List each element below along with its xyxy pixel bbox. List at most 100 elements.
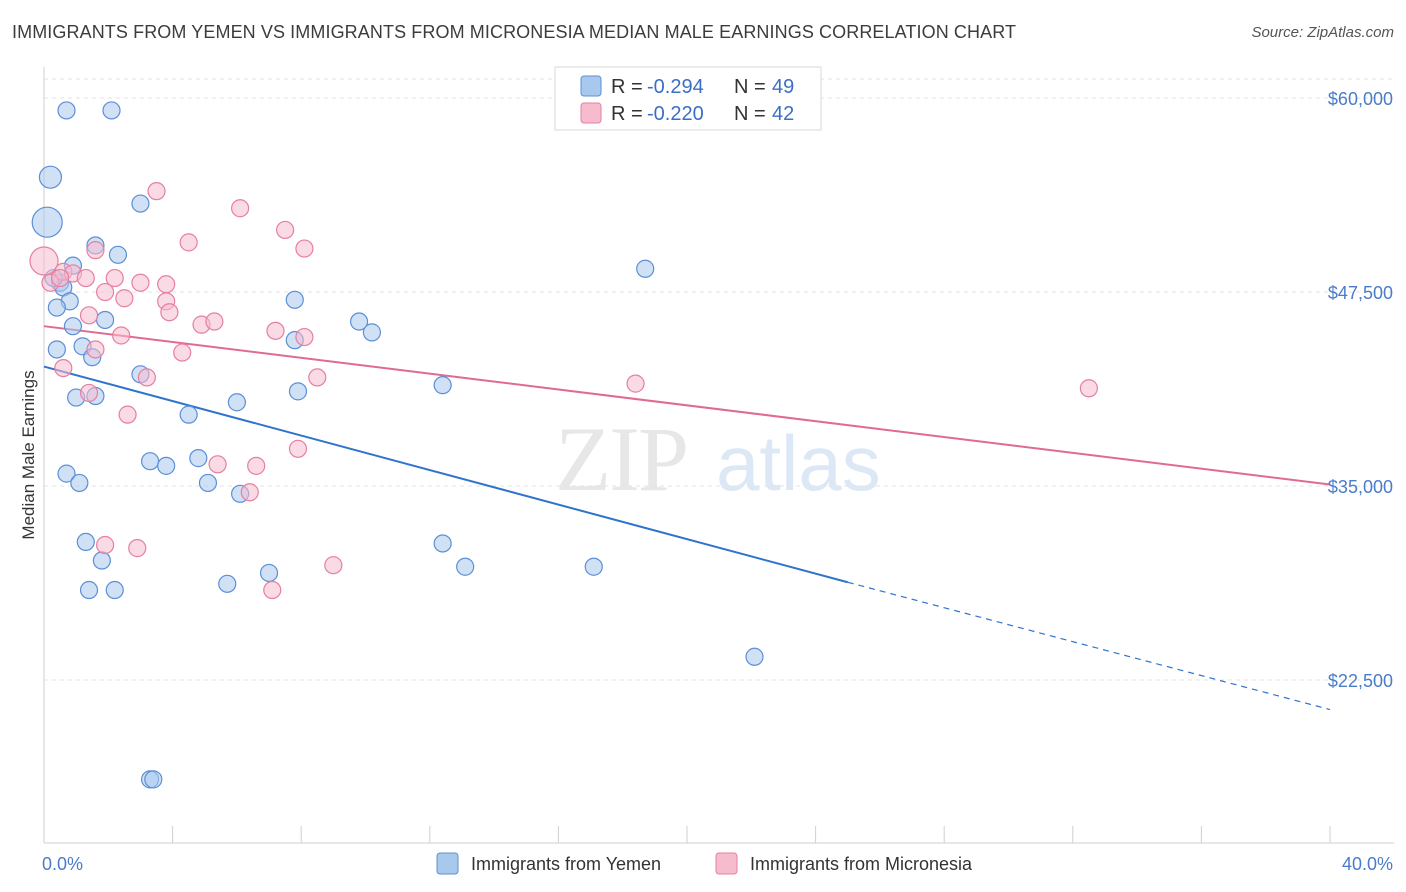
point-yemen: [92, 551, 111, 570]
point-micronesia: [160, 303, 179, 322]
point-micronesia: [54, 358, 73, 378]
point-micronesia: [308, 368, 327, 387]
x-tick-label: 0.0%: [42, 854, 83, 874]
point-micronesia: [324, 556, 343, 575]
point-yemen: [636, 259, 655, 278]
point-micronesia: [157, 275, 176, 294]
point-yemen: [47, 298, 66, 317]
point-micronesia: [79, 383, 99, 403]
trend-line-yemen: [43, 365, 849, 584]
point-yemen: [144, 770, 163, 789]
point-yemen: [189, 449, 208, 468]
point-micronesia: [95, 535, 115, 555]
point-yemen: [63, 317, 83, 336]
point-yemen: [70, 473, 89, 493]
point-yemen: [362, 323, 382, 342]
point-micronesia: [295, 239, 314, 258]
point-yemen: [218, 574, 237, 593]
legend-r-label-2: R =: [611, 103, 643, 125]
watermark-atlas: atlas: [716, 419, 881, 507]
point-micronesia: [105, 268, 124, 288]
point-yemen: [433, 376, 452, 395]
point-yemen: [584, 557, 603, 576]
point-yemen: [108, 245, 128, 264]
trend-line-yemen-extrapolated: [847, 581, 1331, 711]
point-micronesia: [131, 273, 150, 292]
legend-r-value-1: -0.294: [647, 76, 704, 98]
point-micronesia: [240, 483, 259, 502]
source-label: Source: ZipAtlas.com: [1251, 24, 1394, 41]
stats-legend: R = -0.294 N = 49 R = -0.220 N = 42: [554, 66, 822, 131]
point-micronesia: [626, 374, 645, 393]
point-micronesia: [266, 321, 285, 340]
point-yemen: [433, 534, 452, 553]
y-tick-label: $47,500: [1328, 283, 1393, 303]
series-legend: Immigrants from Yemen Immigrants from Mi…: [436, 852, 973, 875]
point-micronesia: [205, 312, 224, 331]
point-micronesia: [276, 220, 295, 240]
point-micronesia: [147, 182, 166, 201]
point-yemen: [31, 206, 63, 238]
point-yemen: [179, 405, 198, 424]
point-yemen: [79, 580, 99, 600]
point-micronesia: [295, 327, 314, 347]
point-micronesia: [208, 455, 227, 474]
series-swatch-micronesia: [715, 852, 738, 875]
point-micronesia: [231, 199, 250, 218]
chart-title: IMMIGRANTS FROM YEMEN VS IMMIGRANTS FROM…: [12, 22, 1017, 42]
point-yemen: [47, 340, 66, 359]
legend-swatch-yemen: [580, 75, 602, 97]
point-micronesia: [76, 268, 95, 288]
point-micronesia: [128, 539, 147, 558]
point-yemen: [57, 464, 76, 483]
point-yemen: [745, 647, 764, 666]
point-yemen: [198, 473, 218, 493]
point-yemen: [95, 310, 115, 330]
y-tick-label: $35,000: [1328, 477, 1393, 497]
point-micronesia: [86, 340, 105, 359]
point-micronesia: [179, 233, 198, 252]
legend-n-label-2: N =: [734, 103, 766, 125]
point-micronesia: [86, 241, 105, 260]
point-yemen: [285, 290, 304, 309]
x-tick-label: 40.0%: [1342, 854, 1393, 874]
legend-n-value-2: 42: [772, 103, 794, 125]
series-label-yemen: Immigrants from Yemen: [471, 854, 661, 874]
legend-n-value-1: 49: [772, 76, 794, 98]
point-micronesia: [50, 268, 70, 288]
trend-line-micronesia: [43, 325, 1331, 486]
point-micronesia: [288, 439, 308, 458]
y-axis-title: Median Male Earnings: [19, 370, 38, 539]
axes: [43, 67, 1394, 844]
y-tick-label: $22,500: [1328, 671, 1393, 691]
point-yemen: [349, 312, 369, 331]
trend-lines: [43, 325, 1331, 711]
point-yemen: [131, 194, 150, 213]
legend-n-label-1: N =: [734, 76, 766, 98]
series-label-micronesia: Immigrants from Micronesia: [750, 854, 973, 874]
point-micronesia: [115, 289, 134, 308]
point-yemen: [227, 393, 246, 412]
point-yemen: [102, 101, 121, 120]
point-micronesia: [173, 343, 192, 362]
point-micronesia: [137, 368, 156, 387]
tick-labels: $22,500 $35,000 $47,500 $60,000 0.0% 40.0%: [42, 89, 1393, 874]
point-yemen: [38, 165, 63, 189]
series-swatch-yemen: [436, 852, 459, 875]
point-micronesia: [263, 580, 282, 600]
legend-r-label-1: R =: [611, 76, 643, 98]
point-yemen: [259, 563, 279, 583]
point-micronesia: [247, 456, 266, 475]
point-micronesia: [112, 326, 131, 345]
point-micronesia: [29, 246, 59, 276]
point-micronesia: [79, 306, 99, 325]
point-yemen: [288, 382, 308, 401]
point-micronesia: [118, 405, 137, 424]
point-micronesia: [1079, 379, 1098, 398]
point-yemen: [57, 101, 76, 120]
point-yemen: [157, 456, 176, 475]
gridlines: [44, 78, 1394, 681]
legend-r-value-2: -0.220: [647, 103, 704, 125]
point-yemen: [105, 580, 124, 600]
